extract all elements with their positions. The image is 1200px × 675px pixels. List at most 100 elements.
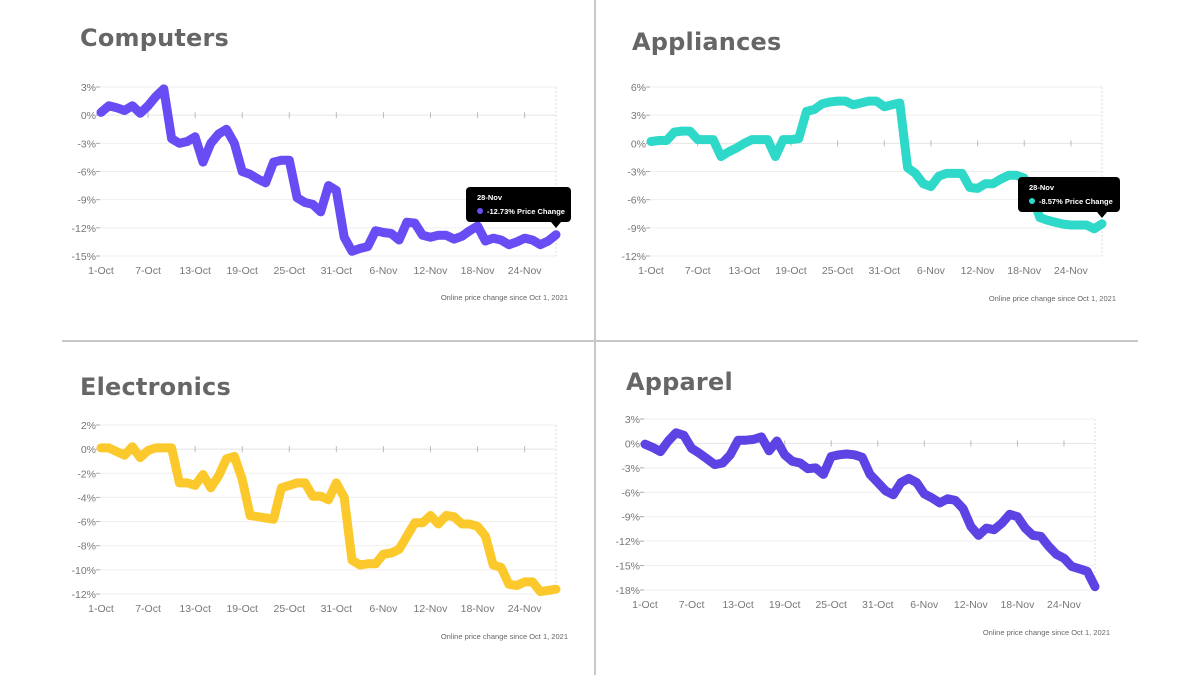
x-tick-label: 24-Nov xyxy=(508,265,543,277)
horizontal-divider xyxy=(62,340,1138,342)
y-tick-label: -12% xyxy=(615,536,640,548)
tooltip-pointer xyxy=(1097,212,1107,218)
x-tick-label: 7-Oct xyxy=(135,265,161,277)
chart-apparel: 3% 0% -3% -6% -9% -12% -15% -18% 1-Oct 7-Oct 13-Oc… xyxy=(615,414,1110,637)
x-tick-label: 7-Oct xyxy=(685,265,711,277)
y-tick-label: -6% xyxy=(621,487,640,499)
chart-electronics: 2% 0% -2% -4% -6% -8% -10% -12% 1-Oct 7-Oct 13-Oct… xyxy=(71,420,568,641)
y-tick-label: 3% xyxy=(625,414,640,426)
y-tick-label: -6% xyxy=(627,195,646,207)
y-tick-label: -4% xyxy=(77,492,96,504)
x-tick-label: 19-Oct xyxy=(769,599,801,611)
x-tick-label: 12-Nov xyxy=(414,265,449,277)
x-tick-label: 12-Nov xyxy=(961,265,996,277)
y-tick-label: 2% xyxy=(81,420,96,432)
x-tick-label: 1-Oct xyxy=(638,265,664,277)
x-tick-label: 19-Oct xyxy=(226,603,258,615)
x-tick-label: 13-Oct xyxy=(179,603,211,615)
x-tick-label: 24-Nov xyxy=(1047,599,1082,611)
x-tick-label: 18-Nov xyxy=(461,265,496,277)
chart-note: Online price change since Oct 1, 2021 xyxy=(989,294,1116,303)
x-tick-label: 18-Nov xyxy=(1007,265,1042,277)
y-tick-label: 6% xyxy=(631,82,646,94)
x-tick-label: 24-Nov xyxy=(508,603,543,615)
series-line-electronics xyxy=(96,442,561,597)
x-tick-label: 6-Nov xyxy=(910,599,939,611)
x-tick-label: 31-Oct xyxy=(869,265,901,277)
x-tick-label: 24-Nov xyxy=(1054,265,1089,277)
tooltip-legend-dot-icon xyxy=(477,208,483,214)
chart-appliances: 6% 3% 0% -3% -6% -9% -12% 1-Oct 7-Oct 13-Oct 19-Oc… xyxy=(621,82,1120,303)
tooltip-value: -8.57% Price Change xyxy=(1039,197,1113,206)
tooltip-date: 28-Nov xyxy=(477,193,503,202)
x-tick-label: 25-Oct xyxy=(815,599,847,611)
x-tick-label: 1-Oct xyxy=(632,599,658,611)
tooltip-pointer xyxy=(551,222,561,228)
y-tick-label: -12% xyxy=(71,223,96,235)
x-tick-label: 13-Oct xyxy=(722,599,754,611)
x-tick-label: 18-Nov xyxy=(1000,599,1035,611)
chart-title-appliances: Appliances xyxy=(632,28,782,56)
tooltip: 28-Nov -12.73% Price Change xyxy=(466,187,571,228)
y-tick-label: -3% xyxy=(627,167,646,179)
x-tick-label: 7-Oct xyxy=(679,599,705,611)
y-tick-label: -9% xyxy=(621,512,640,524)
y-tick-label: -12% xyxy=(621,251,646,263)
chart-title-electronics: Electronics xyxy=(80,373,231,401)
chart-computers: 3% 0% -3% -6% -9% -12% -15% 1-Oct 7-Oct 13-Oct 19-… xyxy=(71,82,571,302)
chart-note: Online price change since Oct 1, 2021 xyxy=(441,293,568,302)
x-tick-label: 6-Nov xyxy=(369,603,398,615)
tooltip-legend-dot-icon xyxy=(1029,198,1035,204)
tooltip-box xyxy=(466,187,571,222)
y-tick-label: -15% xyxy=(615,561,640,573)
chart-note: Online price change since Oct 1, 2021 xyxy=(983,628,1110,637)
x-tick-label: 19-Oct xyxy=(775,265,807,277)
y-tick-label: 0% xyxy=(631,138,646,150)
x-tick-label: 25-Oct xyxy=(822,265,854,277)
y-tick-label: -3% xyxy=(77,138,96,150)
series-line-apparel xyxy=(640,428,1100,592)
x-tick-label: 12-Nov xyxy=(414,603,449,615)
x-tick-label: 19-Oct xyxy=(226,265,258,277)
x-tick-label: 25-Oct xyxy=(274,265,306,277)
chart-title-apparel: Apparel xyxy=(626,368,733,396)
y-tick-label: -9% xyxy=(77,195,96,207)
tooltip: 28-Nov -8.57% Price Change xyxy=(1018,177,1120,218)
tooltip-date: 28-Nov xyxy=(1029,183,1055,192)
x-tick-label: 13-Oct xyxy=(179,265,211,277)
y-tick-label: -15% xyxy=(71,251,96,263)
x-tick-label: 1-Oct xyxy=(88,265,114,277)
y-tick-label: 0% xyxy=(81,444,96,456)
y-tick-label: 3% xyxy=(81,82,96,94)
y-tick-label: 0% xyxy=(81,110,96,122)
y-tick-label: -18% xyxy=(615,585,640,597)
series-line-computers xyxy=(96,84,561,256)
tooltip-value: -12.73% Price Change xyxy=(487,207,565,216)
y-tick-label: -9% xyxy=(627,223,646,235)
y-tick-label: -8% xyxy=(77,541,96,553)
x-tick-label: 31-Oct xyxy=(321,265,353,277)
y-tick-label: -12% xyxy=(71,589,96,601)
x-tick-label: 25-Oct xyxy=(274,603,306,615)
y-tick-label: -3% xyxy=(621,463,640,475)
tooltip-box xyxy=(1018,177,1120,212)
x-tick-label: 1-Oct xyxy=(88,603,114,615)
y-tick-label: 0% xyxy=(625,438,640,450)
x-tick-label: 7-Oct xyxy=(135,603,161,615)
x-tick-label: 18-Nov xyxy=(461,603,496,615)
y-tick-label: 3% xyxy=(631,110,646,122)
y-tick-label: -6% xyxy=(77,517,96,529)
y-tick-label: -6% xyxy=(77,167,96,179)
y-tick-label: -10% xyxy=(71,565,96,577)
vertical-divider xyxy=(594,0,596,675)
x-tick-label: 6-Nov xyxy=(369,265,398,277)
y-tick-label: -2% xyxy=(77,468,96,480)
x-tick-label: 6-Nov xyxy=(917,265,946,277)
x-tick-label: 31-Oct xyxy=(321,603,353,615)
x-tick-label: 31-Oct xyxy=(862,599,894,611)
x-tick-label: 13-Oct xyxy=(729,265,761,277)
chart-title-computers: Computers xyxy=(80,24,230,52)
x-tick-label: 12-Nov xyxy=(954,599,989,611)
chart-note: Online price change since Oct 1, 2021 xyxy=(441,632,568,641)
